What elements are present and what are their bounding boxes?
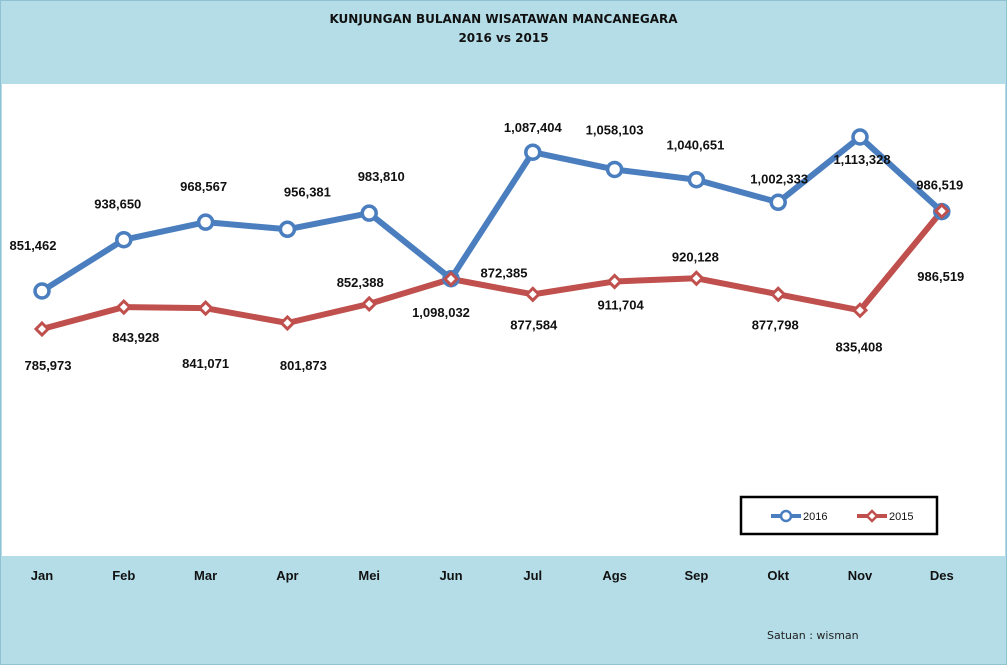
x-tick-label: Jun (439, 568, 462, 583)
data-point-2016 (196, 213, 215, 231)
data-point-2015 (606, 273, 623, 290)
data-point-2015 (361, 295, 378, 313)
series-line-2016 (39, 134, 945, 294)
data-label-2016: 938,650 (94, 197, 141, 212)
plot-area (2, 84, 1005, 556)
data-label-2015: 911,704 (597, 297, 644, 312)
data-label-2015: 920,128 (672, 249, 719, 264)
data-point-2015 (851, 302, 869, 319)
data-point-2015 (442, 270, 460, 288)
x-tick-label: Okt (767, 568, 789, 583)
x-tick-label: Feb (112, 568, 135, 583)
data-label-2016: 851,462 (10, 238, 57, 253)
x-tick-label: Nov (848, 568, 873, 583)
data-label-2016: 986,519 (916, 178, 963, 193)
data-point-2016 (769, 193, 787, 212)
data-point-2016 (851, 128, 869, 146)
data-point-2015 (115, 298, 132, 316)
legend-label-2016: 2016 (803, 511, 827, 523)
legend-marker-2016 (779, 509, 793, 523)
series-line-2015 (39, 208, 945, 332)
data-point-2015 (197, 300, 214, 317)
data-label-2016: 956,381 (284, 184, 331, 199)
chart-title-block: KUNJUNGAN BULANAN WISATAWAN MANCANEGARA … (0, 10, 1007, 48)
x-tick-label: Jul (523, 568, 542, 583)
data-point-2015 (524, 286, 541, 303)
data-label-2016: 1,113,328 (833, 152, 890, 167)
data-label-2016: 1,087,404 (504, 120, 563, 135)
data-label-2015: 835,408 (836, 339, 883, 354)
data-point-2015 (688, 270, 705, 287)
data-point-2015 (279, 314, 296, 332)
x-tick-label: Sep (684, 568, 708, 583)
data-label-2015: 986,519 (917, 269, 964, 284)
x-tick-label: Des (930, 568, 954, 583)
data-label-2015: 877,798 (752, 317, 799, 332)
data-label-2015: 801,873 (280, 358, 327, 373)
x-tick-label: Jan (31, 568, 53, 583)
data-label-2015: 852,388 (337, 275, 384, 290)
data-point-2016 (115, 230, 133, 249)
data-point-2015 (770, 286, 787, 303)
legend-label-2015: 2015 (889, 511, 913, 523)
legend-marker-2015 (865, 509, 879, 523)
data-label-2016: 872,385 (481, 266, 528, 281)
data-label-2016: 968,567 (180, 179, 227, 194)
data-label-2015: 1,098,032 (412, 305, 470, 320)
data-label-2016: 1,002,333 (750, 171, 808, 186)
data-point-2016 (605, 160, 624, 179)
data-label-2015: 877,584 (510, 317, 558, 332)
x-tick-label: Ags (602, 568, 627, 583)
data-label-2015: 843,928 (112, 330, 159, 345)
chart-subtitle: 2016 vs 2015 (458, 31, 549, 45)
data-label-2015: 841,071 (182, 356, 229, 371)
data-point-2015 (933, 202, 950, 220)
x-tick-label: Mar (194, 568, 217, 583)
data-label-2015: 785,973 (25, 358, 72, 373)
x-tick-label: Mei (358, 568, 380, 583)
chart-title: KUNJUNGAN BULANAN WISATAWAN MANCANEGARA (329, 12, 678, 26)
data-point-2016 (360, 204, 378, 222)
data-point-2016 (524, 143, 542, 161)
data-label-2016: 983,810 (358, 169, 405, 184)
data-point-2016 (687, 170, 706, 189)
data-point-2016 (278, 220, 297, 239)
data-point-2016 (33, 282, 51, 300)
data-label-2016: 1,040,651 (666, 138, 724, 153)
data-label-2016: 1,058,103 (586, 122, 644, 137)
data-point-2015 (33, 320, 51, 338)
unit-note: Satuan : wisman (767, 629, 859, 642)
x-tick-label: Apr (276, 568, 298, 583)
